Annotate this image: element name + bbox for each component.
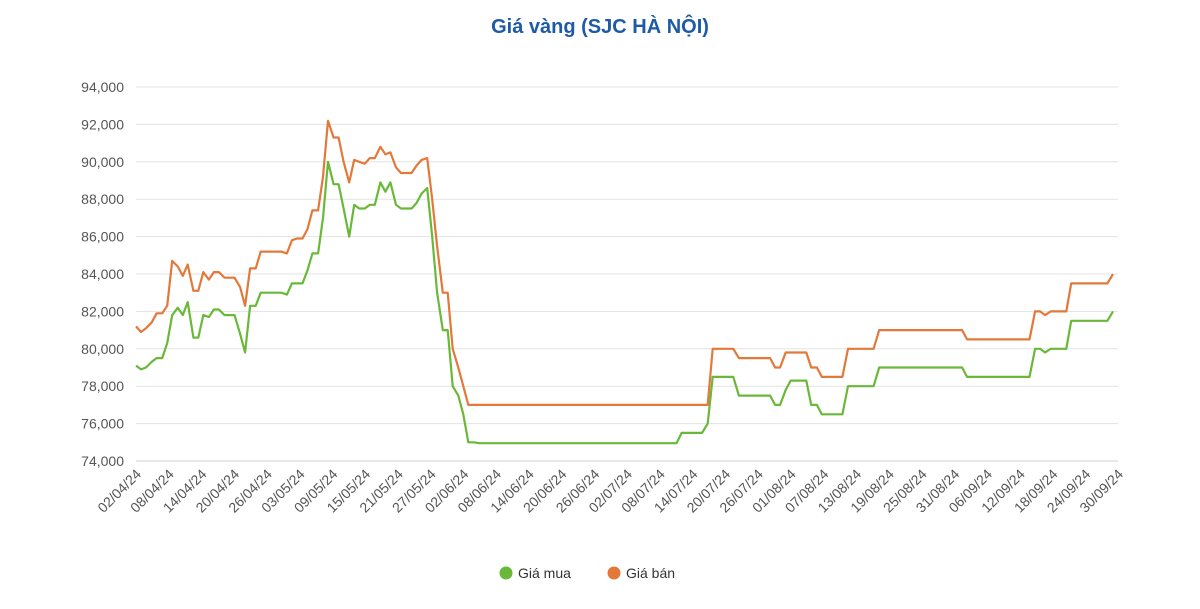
y-tick-label: 92,000 xyxy=(81,116,124,132)
legend-label-gia-mua: Giá mua xyxy=(518,565,571,581)
y-tick-label: 74,000 xyxy=(81,453,124,469)
legend-label-gia-ban: Giá bán xyxy=(626,565,675,581)
y-tick-label: 80,000 xyxy=(81,341,124,357)
y-tick-label: 86,000 xyxy=(81,229,124,245)
y-tick-label: 82,000 xyxy=(81,303,124,319)
y-tick-label: 88,000 xyxy=(81,191,124,207)
y-tick-label: 76,000 xyxy=(81,416,124,432)
series-line-gia-mua xyxy=(135,160,1114,445)
y-tick-label: 94,000 xyxy=(81,79,124,95)
y-tick-label: 84,000 xyxy=(81,266,124,282)
series-line-gia-ban xyxy=(135,119,1114,406)
y-tick-label: 78,000 xyxy=(81,378,124,394)
legend-marker-gia-mua xyxy=(499,566,513,580)
y-tick-label: 90,000 xyxy=(81,154,124,170)
chart-title: Giá vàng (SJC HÀ NỘI) xyxy=(491,16,709,38)
legend-marker-gia-ban xyxy=(607,566,621,580)
